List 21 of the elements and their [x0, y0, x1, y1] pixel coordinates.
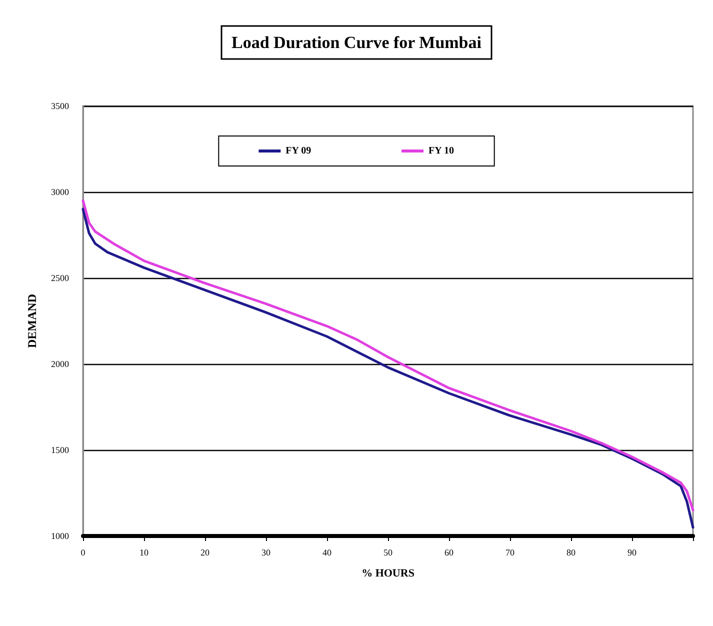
- y-tick-label: 3000: [51, 187, 70, 197]
- x-tick-label: 90: [628, 548, 637, 558]
- y-tick-label: 1500: [51, 445, 70, 455]
- chart-title: Load Duration Curve for Mumbai: [232, 33, 482, 52]
- x-tick-label: 70: [506, 548, 515, 558]
- x-tick-label: 20: [200, 548, 210, 558]
- x-tick-label: 60: [444, 548, 454, 558]
- legend-label: FY 09: [286, 146, 312, 156]
- x-tick-label: 50: [384, 548, 393, 558]
- x-axis-title: % HOURS: [362, 568, 414, 580]
- y-tick-label: 1000: [51, 531, 70, 541]
- x-tick-label: 30: [262, 548, 271, 558]
- y-tick-label: 2000: [51, 359, 70, 369]
- x-tick-label: 80: [566, 548, 576, 558]
- y-axis-title: DEMAND: [25, 294, 39, 348]
- x-tick-label: 10: [140, 548, 149, 558]
- x-tick-label: 0: [80, 548, 86, 558]
- y-tick-label: 2500: [51, 273, 70, 283]
- y-tick-label: 3500: [51, 101, 70, 111]
- legend-label: FY 10: [428, 146, 454, 156]
- x-tick-label: 40: [322, 548, 332, 558]
